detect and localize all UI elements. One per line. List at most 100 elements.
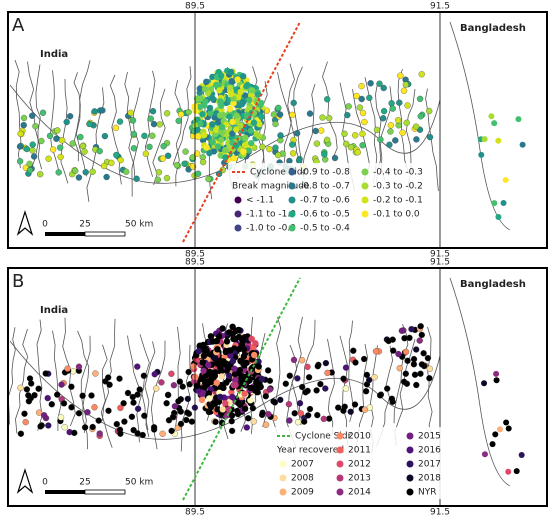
site-dot (64, 365, 71, 372)
site-dot (129, 117, 137, 124)
site-dot (298, 357, 306, 364)
site-dot (353, 92, 360, 100)
site-dot (16, 158, 24, 165)
map-panel (9, 21, 526, 231)
site-dot (335, 404, 342, 411)
legend-swatch (279, 460, 287, 468)
site-dot (184, 409, 191, 416)
scale-label: 50 km (125, 220, 153, 230)
site-dot (489, 441, 496, 448)
site-dot (81, 424, 89, 431)
site-dot (400, 87, 408, 94)
scale-label: 25 (79, 478, 90, 488)
scale-label: 0 (42, 220, 48, 230)
site-dot (255, 132, 262, 140)
site-dot (17, 384, 24, 391)
site-dot (176, 378, 184, 385)
site-dot (155, 169, 163, 176)
river (144, 70, 156, 177)
legend-label: < -1.1 (246, 196, 274, 206)
site-dot (318, 127, 325, 134)
site-dot (228, 418, 235, 425)
site-dot (228, 427, 236, 435)
site-dot (229, 393, 236, 401)
site-dot (219, 406, 226, 413)
site-dot (156, 121, 163, 128)
site-dot (160, 143, 167, 150)
site-dot (123, 168, 130, 175)
site-dot (103, 173, 110, 181)
site-dot (106, 381, 113, 388)
legend-label: 2013 (348, 474, 371, 484)
site-dot (243, 424, 250, 431)
site-dot (352, 132, 359, 139)
site-dot (271, 399, 279, 406)
cyclone-track (182, 277, 301, 501)
site-dot (314, 363, 321, 370)
panel-label: B (12, 271, 24, 292)
river (7, 327, 16, 425)
site-dot (207, 371, 214, 379)
river (49, 70, 60, 173)
legend-label: Cyclone Sidr (295, 432, 352, 442)
site-dot (217, 98, 224, 105)
site-dot (237, 88, 244, 96)
site-dot (505, 425, 512, 432)
river (73, 72, 87, 177)
site-dot (399, 129, 406, 136)
river (30, 64, 41, 172)
legend-title: Break magnitude (232, 182, 310, 192)
site-dot (304, 387, 311, 395)
tick-label: 89.5 (185, 250, 205, 260)
site-dot (197, 375, 204, 383)
site-dot (68, 404, 75, 411)
site-dot (359, 142, 366, 149)
site-dot (250, 418, 257, 425)
site-dot (413, 381, 420, 389)
site-dot (264, 367, 272, 374)
site-dot (244, 81, 251, 89)
site-dot (53, 135, 60, 142)
legend-swatch (406, 446, 414, 454)
site-dot (500, 200, 507, 207)
site-dot (168, 370, 175, 377)
site-dot (201, 85, 209, 93)
site-dot (26, 160, 33, 168)
site-dot (250, 119, 258, 126)
river (291, 316, 303, 425)
site-dot (113, 151, 120, 159)
site-dot (518, 452, 525, 459)
site-dot (30, 153, 38, 160)
site-dot (105, 407, 112, 414)
legend-label: 2017 (418, 460, 441, 470)
site-dot (248, 140, 255, 147)
site-dot (240, 73, 247, 80)
site-dot (173, 161, 181, 169)
site-dot (29, 147, 36, 154)
site-dot (395, 350, 402, 358)
site-dot (113, 420, 120, 428)
site-dot (207, 403, 215, 411)
site-dot (275, 104, 282, 112)
site-dot (216, 87, 223, 94)
site-dot (359, 130, 366, 138)
site-dot (231, 155, 238, 162)
site-dot (322, 385, 329, 392)
site-dot (416, 95, 424, 103)
site-dot (199, 389, 206, 396)
site-dot (133, 175, 140, 182)
site-dot (95, 417, 102, 424)
site-dot (46, 132, 54, 140)
site-dot (192, 122, 199, 129)
site-dot (222, 154, 229, 161)
site-dot (200, 352, 208, 359)
site-dot (238, 374, 245, 382)
site-dot (226, 113, 233, 120)
site-dot (294, 375, 301, 382)
site-dot (159, 155, 167, 162)
site-dot (207, 333, 215, 340)
legend-swatch (361, 210, 369, 218)
site-dot (201, 383, 208, 391)
site-dot (207, 110, 214, 117)
site-dot (230, 381, 237, 389)
